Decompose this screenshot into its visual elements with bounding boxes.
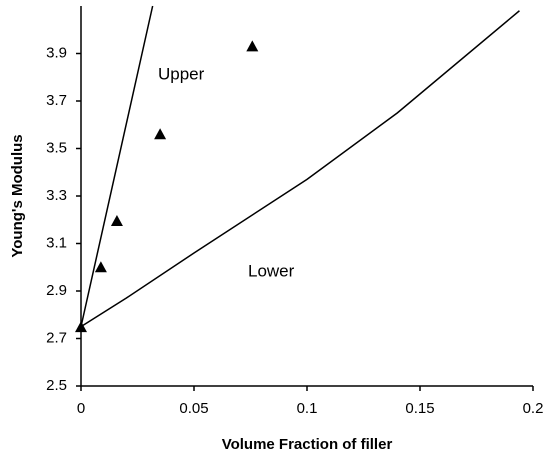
y-axis-title: Young's Modulus [9, 134, 26, 257]
x-tick-label: 0 [77, 400, 85, 417]
y-tick-label: 3.3 [46, 187, 67, 204]
y-tick-label: 2.7 [46, 329, 67, 346]
y-tick-label: 3.1 [46, 234, 67, 251]
annotation: Upper [158, 64, 205, 83]
y-tick-label: 2.5 [46, 377, 67, 394]
x-axis-title: Volume Fraction of filler [222, 436, 393, 453]
bound-line [80, 10, 520, 328]
x-tick-label: 0.2 [523, 400, 543, 417]
y-tick-label: 3.7 [46, 92, 67, 109]
y-tick-label: 2.9 [46, 282, 67, 299]
annotation: Lower [248, 261, 295, 280]
y-tick-label: 3.9 [46, 44, 67, 61]
x-tick-label: 0.05 [179, 400, 208, 417]
x-tick-label: 0.15 [405, 400, 434, 417]
bound-line [80, 5, 154, 327]
triangle-marker [94, 261, 107, 273]
y-tick-label: 3.5 [46, 139, 67, 156]
triangle-marker [246, 40, 259, 52]
triangle-marker [110, 214, 123, 226]
triangle-marker [154, 128, 167, 140]
x-tick-label: 0.1 [297, 400, 318, 417]
triangle-marker [75, 321, 87, 333]
